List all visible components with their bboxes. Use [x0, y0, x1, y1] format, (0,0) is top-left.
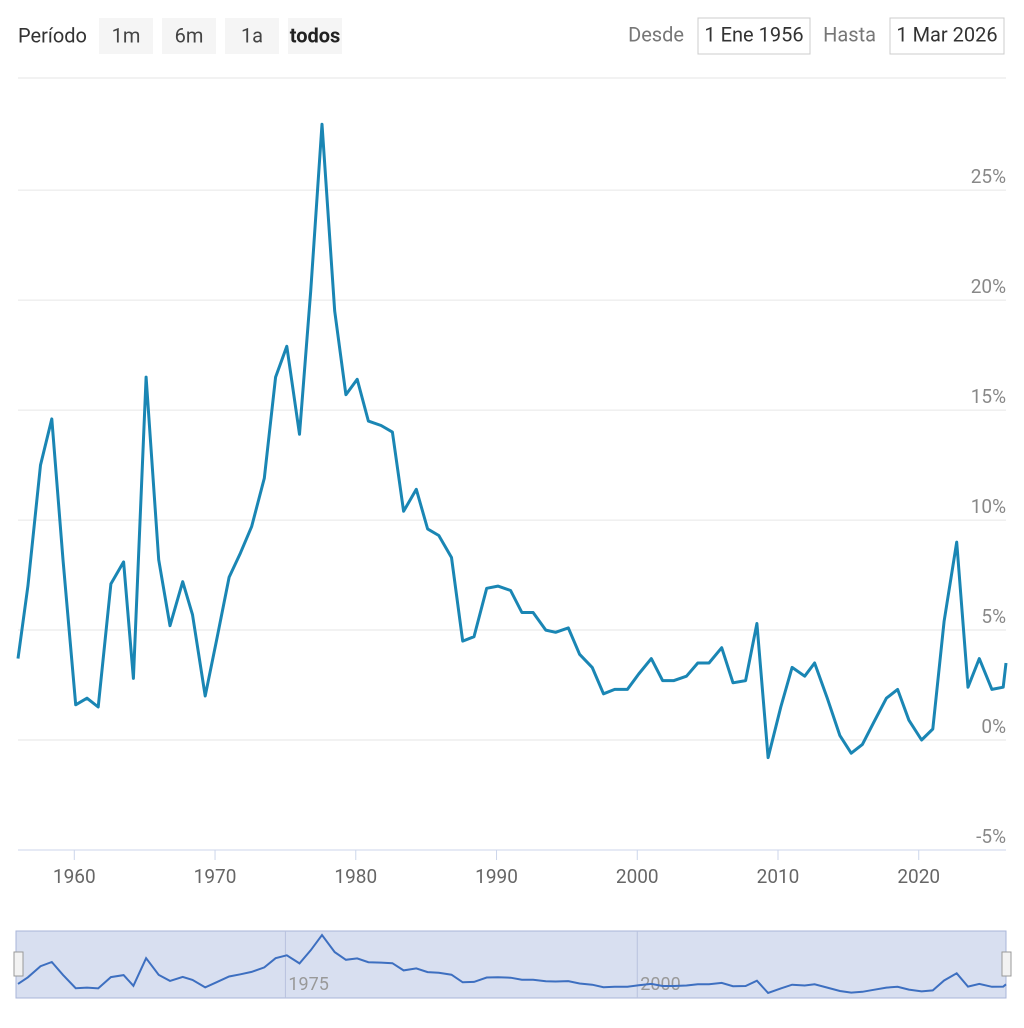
- range-button[interactable]: 1m: [112, 23, 141, 47]
- y-tick-label: 20%: [971, 275, 1006, 298]
- button-bg[interactable]: [162, 18, 216, 54]
- y-tick-label: 15%: [971, 385, 1006, 408]
- navigator-handle[interactable]: [13, 951, 24, 977]
- x-tick-label: 2000: [616, 865, 659, 888]
- navigator-mask[interactable]: [15, 930, 1007, 999]
- button-bg[interactable]: [225, 18, 279, 54]
- from-value[interactable]: 1 Ene 1956: [704, 22, 803, 46]
- button-bg[interactable]: [99, 18, 153, 54]
- series-line: [16, 122, 1008, 760]
- from-input[interactable]: [697, 17, 811, 55]
- navigator-handle[interactable]: [1001, 951, 1012, 977]
- y-tick-label: -5%: [976, 825, 1006, 848]
- y-tick-label: 25%: [971, 165, 1006, 188]
- range-button[interactable]: 1a: [241, 23, 263, 47]
- button-bg[interactable]: [288, 18, 342, 54]
- navigator-tick-label: 2000: [640, 974, 680, 995]
- x-tick-label: 2020: [897, 865, 940, 888]
- x-tick-label: 1990: [475, 865, 518, 888]
- x-tick-label: 1980: [334, 865, 377, 888]
- period-label: Período: [18, 23, 87, 47]
- y-tick-label: 0%: [981, 715, 1006, 738]
- to-input[interactable]: [889, 17, 1005, 55]
- range-button-active[interactable]: todos: [290, 23, 341, 47]
- to-label: Hasta: [823, 22, 876, 46]
- x-tick-label: 2010: [757, 865, 800, 888]
- y-tick-label: 5%: [981, 605, 1006, 628]
- to-value[interactable]: 1 Mar 2026: [896, 22, 997, 46]
- y-tick-label: 10%: [971, 495, 1006, 518]
- navigator-tick-label: 1975: [288, 974, 328, 995]
- x-tick-label: 1960: [53, 865, 96, 888]
- range-button[interactable]: 6m: [175, 23, 204, 47]
- from-label: Desde: [628, 22, 684, 46]
- navigator-line: [17, 933, 1007, 995]
- x-tick-label: 1970: [194, 865, 237, 888]
